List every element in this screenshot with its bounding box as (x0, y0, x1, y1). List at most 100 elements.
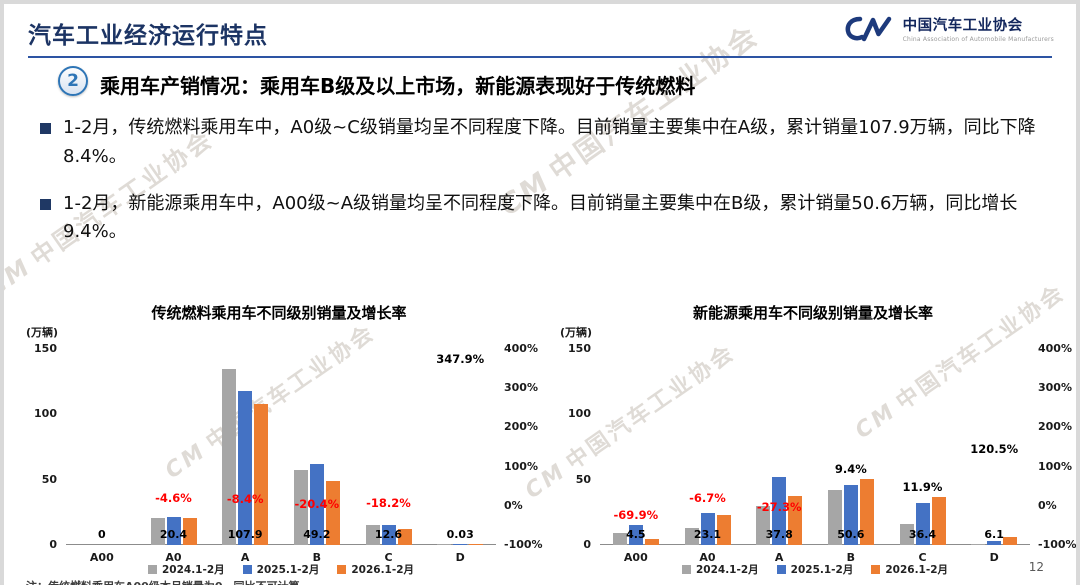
bar-C-2024.1-2月 (365, 524, 380, 545)
secondary-axis-tick-label: -100% (504, 538, 543, 551)
bar-value-label: 0 (98, 528, 106, 541)
secondary-axis-tick-label: 0% (1038, 498, 1057, 512)
legend-item: 2026.1-2月 (337, 562, 414, 577)
bar-D-2026.1-2月 (469, 544, 484, 545)
secondary-axis-tick-label: 100% (504, 459, 538, 473)
bar-D-2026.1-2月 (1003, 537, 1018, 545)
bar-A0-2026.1-2月 (182, 518, 197, 545)
section-heading: 乘用车产销情况：乘用车B级及以上市场，新能源表现好于传统燃料 (100, 70, 695, 99)
growth-rate-label: 11.9% (902, 480, 943, 495)
bar-B-2024.1-2月 (827, 490, 842, 545)
bar-B-2025.1-2月 (843, 484, 858, 545)
bar-value-label: 12.6 (374, 528, 403, 541)
org-name: 中国汽车工业协会 (902, 18, 1023, 34)
secondary-axis-tick-label: 400% (504, 342, 538, 355)
growth-rate-label: 9.4% (834, 461, 867, 476)
chart-traditional-fuel: 传统燃料乘用车不同级别销量及增长率 (万辆) 2024.1-2月 2025.1-2… (18, 294, 543, 585)
y-axis-tick-label: 50 (575, 472, 591, 486)
y-axis-tick-label: 0 (583, 538, 591, 551)
legend-swatch-icon (871, 565, 881, 574)
org-subtitle: China Association of Automobile Manufact… (902, 36, 1054, 43)
secondary-axis-tick-label: 400% (1038, 342, 1072, 355)
legend-label: 2025.1-2月 (256, 564, 320, 576)
bullet-square-icon (40, 123, 51, 134)
page-number: 12 (1028, 560, 1044, 574)
growth-rate-label: 120.5% (970, 441, 1019, 456)
legend-label: 2024.1-2月 (161, 564, 225, 576)
section-number-badge: 2 (58, 66, 88, 96)
y-axis-tick-label: 50 (41, 472, 57, 486)
bar-A0-2026.1-2月 (716, 514, 731, 545)
secondary-axis-tick-label: 200% (1038, 420, 1072, 434)
x-axis-category-label: C (918, 551, 927, 564)
growth-rate-label: -69.9% (613, 508, 659, 523)
bullet-list: 1-2月，传统燃料乘用车中，A0级~C级销量均呈不同程度下降。目前销量主要集中在… (40, 114, 1048, 265)
x-axis-category-label: A (240, 551, 250, 564)
growth-rate-label: -8.4% (226, 492, 264, 507)
secondary-axis-tick-label: 300% (1038, 381, 1072, 395)
secondary-axis-tick-label: -100% (1038, 538, 1077, 551)
header-divider (28, 56, 1052, 58)
legend-label: 2026.1-2月 (351, 564, 415, 576)
bar-value-label: 20.4 (159, 528, 188, 541)
bar-C-2026.1-2月 (397, 528, 412, 545)
bullet-text: 1-2月，传统燃料乘用车中，A0级~C级销量均呈不同程度下降。目前销量主要集中在… (63, 117, 1036, 167)
bar-C-2025.1-2月 (915, 502, 930, 545)
legend-item: 2024.1-2月 (147, 562, 225, 577)
chart-title: 传统燃料乘用车不同级别销量及增长率 (151, 304, 407, 322)
bar-value-label: 49.2 (303, 528, 331, 541)
bar-B-2026.1-2月 (325, 480, 340, 545)
section-heading-primary: 乘用车产销情况： (100, 74, 260, 98)
bar-A-2024.1-2月 (222, 369, 237, 545)
legend-item: 2026.1-2月 (871, 562, 948, 577)
section-number: 2 (67, 71, 79, 91)
chart-title: 新能源乘用车不同级别销量及增长率 (692, 304, 933, 322)
bar-D-2025.1-2月 (987, 541, 1002, 545)
bar-A0-2025.1-2月 (700, 512, 715, 545)
x-axis-category-label: C (384, 551, 393, 564)
bar-A-2026.1-2月 (254, 404, 269, 545)
bar-A00-2026.1-2月 (644, 539, 659, 545)
bar-A-2025.1-2月 (238, 391, 253, 545)
x-axis-category-label: A00 (623, 551, 648, 564)
legend-label: 2026.1-2月 (885, 564, 949, 576)
legend-label: 2025.1-2月 (790, 564, 854, 576)
growth-rate-label: -6.7% (689, 491, 726, 506)
legend-label: 2024.1-2月 (695, 564, 759, 576)
bar-B-2025.1-2月 (309, 464, 324, 545)
bar-C-2025.1-2月 (381, 524, 396, 545)
bar-value-label: 107.9 (227, 528, 263, 541)
bar-A-2024.1-2月 (756, 505, 771, 545)
section-heading-secondary: 乘用车B级及以上市场，新能源表现好于传统燃料 (260, 74, 696, 98)
growth-rate-label: -18.2% (366, 495, 411, 510)
chart-legend: 2024.1-2月 2025.1-2月 2026.1-2月 (66, 562, 496, 577)
bar-C-2026.1-2月 (931, 497, 946, 545)
bar-A0-2024.1-2月 (684, 528, 699, 545)
page-title: 汽车工业经济运行特点 (28, 23, 268, 49)
secondary-axis-tick-label: 0% (504, 498, 523, 512)
x-axis-category-label: D (455, 551, 465, 564)
x-axis-category-label: A0 (165, 551, 182, 564)
legend-item: 2024.1-2月 (681, 562, 759, 577)
y-axis-tick-label: 100 (34, 407, 57, 421)
growth-rate-label: -27.3% (756, 499, 802, 514)
bar-value-label: 37.8 (765, 528, 793, 541)
bar-A-2026.1-2月 (788, 495, 803, 545)
x-axis-category-label: A00 (89, 551, 114, 564)
caam-logo-text: 中国汽车工业协会 China Association of Automobile… (903, 14, 1054, 43)
bar-D-2024.1-2月 (971, 544, 986, 545)
legend-item: 2025.1-2月 (242, 562, 320, 577)
bar-value-label: 4.5 (626, 528, 646, 541)
bar-value-label: 23.1 (693, 528, 722, 541)
bar-D-2025.1-2月 (453, 544, 468, 545)
y-axis-tick-label: 150 (34, 342, 57, 355)
bar-B-2024.1-2月 (293, 469, 308, 545)
footnote: 注：传统燃料乘用车A00级本月销量为0，同比不可计算 (26, 578, 299, 585)
x-axis-category-label: A (774, 551, 784, 564)
y-axis-tick-label: 0 (49, 538, 57, 551)
chart-legend: 2024.1-2月 2025.1-2月 2026.1-2月 (600, 562, 1030, 577)
caam-logo: 中国汽车工业协会 China Association of Automobile… (845, 14, 1054, 43)
secondary-axis-tick-label: 200% (504, 420, 538, 434)
axis-unit-label: (万辆) (26, 326, 59, 339)
